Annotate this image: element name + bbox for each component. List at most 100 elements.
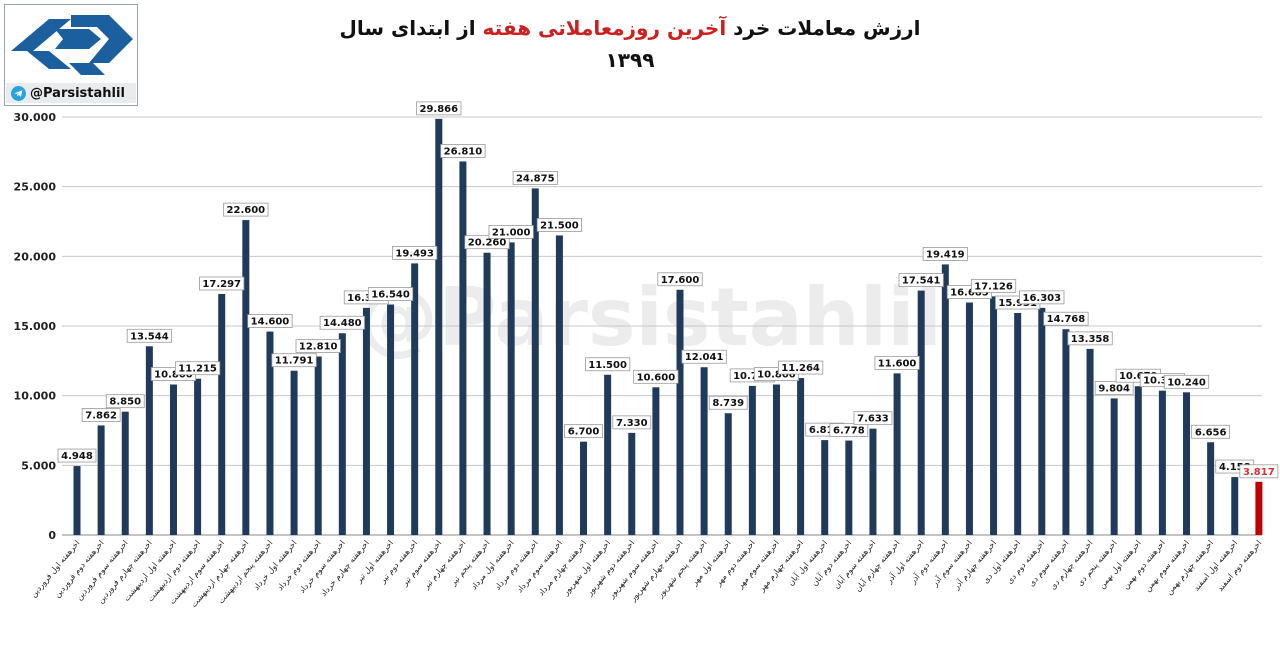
data-label-text: 20.260: [468, 238, 507, 249]
data-label-box: [223, 202, 269, 217]
data-label-text: 21.500: [540, 220, 579, 231]
chart-title: ارزش معاملات خرد آخرین روزمعاملاتی هفته …: [330, 12, 930, 72]
data-label: 7.633: [853, 411, 893, 426]
bar: [748, 385, 756, 535]
data-label: 6.700: [564, 424, 603, 439]
y-tick-label: 30.000: [14, 111, 57, 124]
bar: [362, 307, 370, 535]
data-label-box: [174, 361, 221, 376]
bar: [194, 378, 202, 535]
watermark-text: @Parsistahlil: [358, 271, 942, 364]
x-tick-label: اخرهفته چهارم دی: [1048, 539, 1094, 592]
data-label-box: [564, 424, 603, 439]
y-tick-label: 0: [48, 529, 56, 542]
data-label-text: 19.419: [926, 249, 965, 260]
x-tick-label: اخرهفته سوم مهر: [735, 539, 781, 591]
data-label: 3.817: [1239, 464, 1279, 479]
x-tick-label: اخرهفته اول خرداد: [252, 539, 299, 592]
data-label: 17.600: [657, 272, 703, 287]
data-label: 17.297: [199, 276, 245, 291]
data-label-text: 13.358: [1071, 334, 1110, 345]
x-tick-label: اخرهفته چهارم آذر: [950, 538, 998, 592]
data-label: 20.260: [464, 235, 510, 250]
data-label-text: 9.804: [1098, 383, 1130, 394]
x-tick-label: اخرهفته سوم آذر: [929, 538, 974, 589]
data-label: 19.493: [392, 245, 438, 260]
x-tick-label: اخرهفته اول مرداد: [469, 539, 515, 592]
data-label-text: 15.931: [998, 298, 1037, 309]
x-tick-label: اخرهفته دوم بهمن: [1121, 539, 1167, 591]
data-label: 11.500: [585, 357, 631, 372]
data-label-box: [1043, 311, 1089, 326]
data-label-text: 4.158: [1219, 462, 1251, 473]
data-label: 10.600: [633, 369, 679, 384]
data-label-box: [105, 394, 145, 409]
data-label-text: 10.800: [757, 370, 796, 381]
bar: [145, 346, 153, 535]
bar: [1158, 390, 1166, 535]
data-label: 11.215: [174, 361, 221, 376]
data-label-text: 12.810: [299, 342, 338, 353]
handle-bar: @Parsistahlil: [6, 83, 136, 103]
data-label-box: [81, 408, 121, 422]
bar: [338, 333, 346, 535]
data-label: 11.264: [778, 360, 824, 375]
data-label-text: 17.541: [902, 276, 941, 287]
bar: [73, 466, 81, 535]
bar: [917, 290, 925, 535]
bar: [459, 161, 467, 535]
data-label: 6.656: [1191, 424, 1231, 439]
bar: [507, 242, 515, 535]
bar: [242, 220, 250, 535]
data-label-box: [657, 272, 703, 287]
data-label-box: [464, 235, 510, 250]
data-label-box: [319, 315, 365, 330]
telegram-icon: [11, 85, 26, 101]
bar: [604, 374, 612, 535]
bar: [411, 263, 419, 535]
gridlines: [62, 116, 1262, 536]
data-label: 13.358: [1067, 331, 1113, 346]
bar: [387, 304, 395, 535]
data-label: 4.948: [57, 448, 97, 463]
data-label: 14.600: [247, 314, 293, 328]
data-label-box: [922, 247, 968, 261]
data-label: 8.850: [105, 394, 145, 409]
data-label-box: [612, 415, 652, 430]
data-label-text: 10.700: [733, 371, 772, 382]
data-label-box: [1094, 380, 1134, 395]
bar: [700, 367, 708, 535]
data-label: 19.419: [922, 247, 968, 261]
bar: [1014, 313, 1022, 535]
data-label-text: 22.600: [227, 205, 266, 216]
bar: [531, 188, 539, 536]
x-tick-label: اخرهفته دوم اسفند: [1216, 539, 1264, 594]
bar: [290, 370, 298, 535]
bar: [990, 296, 998, 535]
data-label-text: 6.810: [809, 425, 841, 436]
data-label-text: 17.126: [974, 281, 1013, 292]
x-tick-label: اخرهفته اول اسفند: [1192, 539, 1239, 593]
data-label-text: 11.600: [878, 358, 917, 369]
y-axis-ticks: 0 5.000 10.000 15.000 20.000 25.000 30.000: [14, 111, 57, 542]
bar: [676, 289, 684, 535]
bar: [121, 411, 129, 535]
bar: [483, 252, 491, 535]
data-label-box: [367, 287, 414, 301]
data-label-text: 11.264: [781, 363, 820, 374]
bar: [314, 356, 322, 535]
data-label-text: 16.300: [347, 293, 386, 304]
y-tick-label: 5.000: [21, 459, 56, 472]
bar: [1207, 442, 1215, 535]
data-label-text: 13.544: [130, 331, 169, 342]
x-tick-label: اخرهفته سوم آبان: [831, 538, 877, 591]
data-label-box: [853, 411, 893, 426]
data-label-text: 11.791: [275, 356, 314, 367]
data-label-box: [199, 276, 245, 291]
data-labels: 4.9487.8628.85013.54410.80011.21517.2972…: [57, 101, 1279, 479]
bars: [73, 118, 1263, 536]
bar: [772, 384, 780, 535]
data-label: 17.541: [898, 273, 944, 287]
data-label: 16.540: [367, 287, 414, 301]
bar: [555, 235, 563, 535]
